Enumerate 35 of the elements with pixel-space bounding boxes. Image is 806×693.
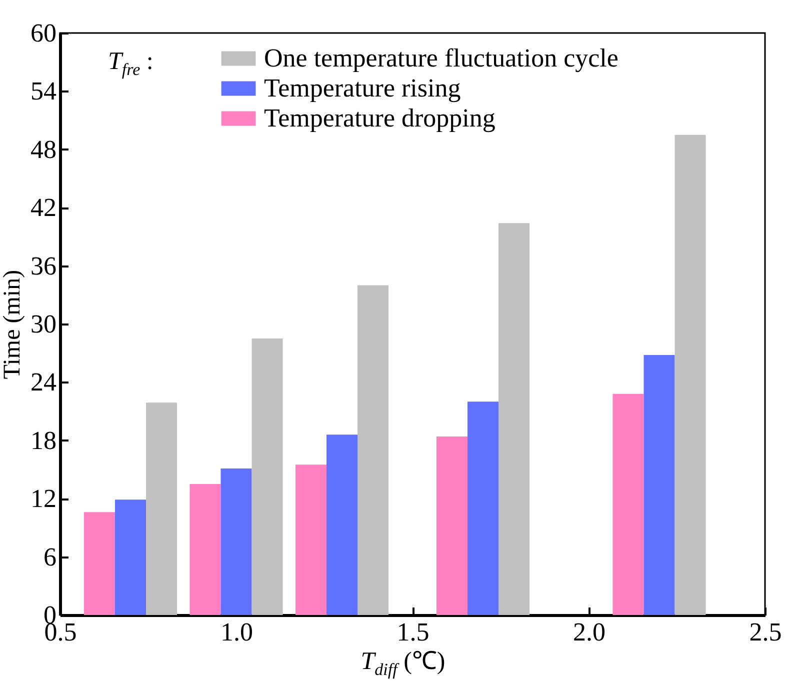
y-tick-label: 24 <box>30 368 56 397</box>
bar <box>498 223 530 615</box>
bar <box>436 436 468 615</box>
y-tick-label: 42 <box>30 193 56 222</box>
bar <box>674 134 706 615</box>
bar <box>84 512 115 615</box>
x-tick-label: 2.0 <box>573 618 606 646</box>
bar <box>252 338 283 615</box>
bar <box>190 484 221 615</box>
y-tick-label: 36 <box>30 251 56 280</box>
bar <box>220 468 252 615</box>
bar <box>146 402 178 615</box>
bar <box>358 285 389 615</box>
y-tick-label: 30 <box>30 310 56 338</box>
x-tick-label: 2.5 <box>749 618 782 646</box>
y-tick-label: 48 <box>30 134 56 164</box>
bar <box>326 434 358 615</box>
bar <box>114 500 146 615</box>
legend-label: Temperature rising <box>264 74 461 102</box>
y-tick-label: 12 <box>30 484 56 514</box>
y-axis-title: Time (min) <box>0 270 26 380</box>
legend-label: Temperature dropping <box>264 104 496 132</box>
x-tick-label: 1.0 <box>220 618 253 646</box>
legend-label: One temperature fluctuation cycle <box>264 44 618 72</box>
bar <box>467 402 499 615</box>
y-tick-label: 60 <box>30 18 56 48</box>
y-tick-label: 18 <box>30 426 56 455</box>
bar <box>295 464 326 615</box>
x-axis-title: T$_{diff}$ (℃) <box>360 648 446 679</box>
x-tick-label: 1.5 <box>396 618 430 646</box>
bar <box>644 355 675 615</box>
y-tick-label: 6 <box>44 542 56 572</box>
bar <box>612 394 644 615</box>
legend-title: T$_{fre}$ : <box>108 48 154 80</box>
y-tick-label: 54 <box>30 76 56 106</box>
